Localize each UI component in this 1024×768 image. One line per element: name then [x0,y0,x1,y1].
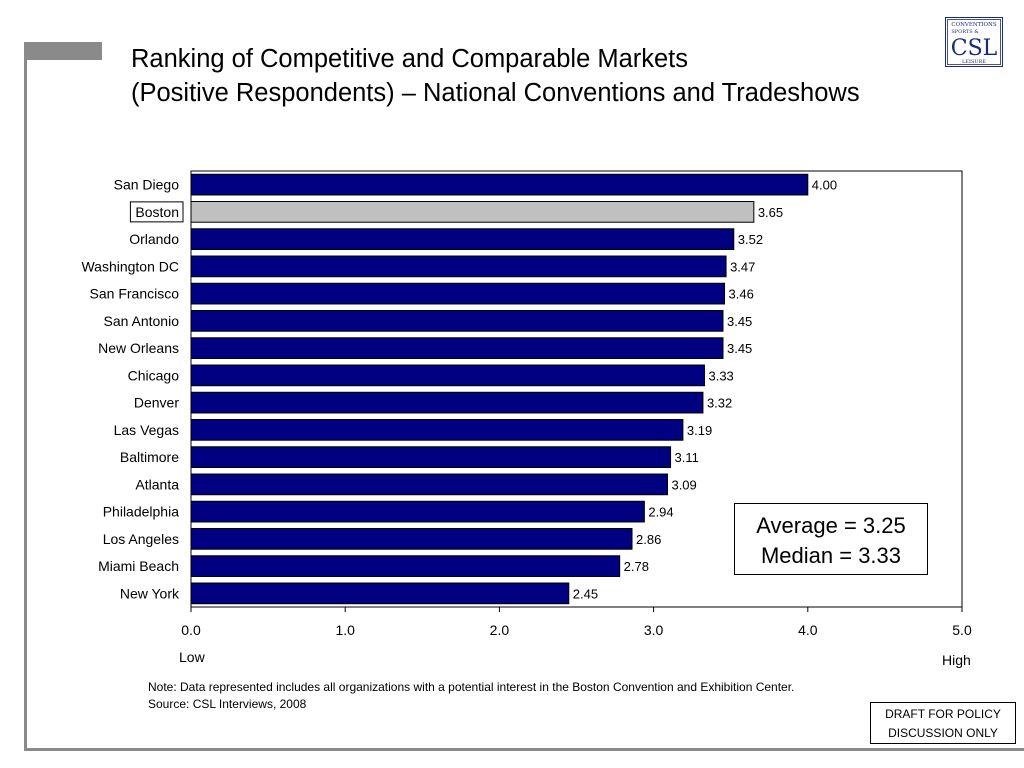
value-label: 2.78 [624,559,649,574]
value-label: 3.52 [738,232,763,247]
left-vertical-rule [24,44,27,750]
bar-san-francisco [190,282,726,305]
x-tick-label: 1.0 [335,622,355,638]
bar-chicago [190,364,705,387]
category-label: New York [120,585,180,601]
x-tick-label: 3.0 [644,622,664,638]
x-tick-label: 4.0 [798,622,818,638]
median-text: Median = 3.33 [760,543,902,568]
csl-logo: CONVENTIONS SPORTS & CSL LEISURE [945,17,1003,67]
category-label: San Antonio [103,313,179,329]
category-label: Chicago [128,367,180,383]
category-label: New Orleans [98,340,179,356]
title-line-1: Ranking of Competitive and Comparable Ma… [131,45,689,73]
category-label: Washington DC [81,258,179,274]
bars-group [190,173,809,605]
category-label: Philadelphia [103,504,179,520]
logo-top-text: CONVENTIONS [951,22,996,28]
category-label: Baltimore [120,449,179,465]
x-tick-label: 5.0 [952,622,972,638]
plot-area-frame [190,170,963,608]
slide-title: Ranking of Competitive and Comparable Ma… [131,42,860,110]
logo-mid-text: SPORTS & [951,29,979,35]
x-axis-group: 0.0 1.0 2.0 3.0 4.0 5.0 [181,607,972,638]
value-label: 3.65 [758,205,783,220]
value-label: 3.09 [671,477,696,492]
x-tick-label: 2.0 [490,622,510,638]
value-label: 3.19 [687,423,712,438]
value-label: 2.94 [648,505,673,520]
value-labels-group: 4.00 3.65 3.52 3.47 3.46 3.45 3.45 3.33 3.32 3.19… [573,178,837,602]
bar-san-antonio [190,310,724,332]
bar-denver [190,391,704,414]
category-label: Los Angeles [103,531,179,547]
summary-stats-box: Average = 3.25 Median = 3.33 [734,503,928,575]
value-label: 3.45 [727,314,752,329]
category-label: Miami Beach [98,558,179,574]
value-label: 3.46 [729,287,754,302]
bar-miami-beach [190,555,621,577]
draft-stamp: DRAFT FOR POLICY DISCUSSION ONLY [870,702,1016,744]
bar-new-york [190,582,570,605]
category-label: Atlanta [135,476,179,492]
category-label: Las Vegas [114,422,179,438]
bar-boston [190,201,755,223]
footnote-source: Source: CSL Interviews, 2008 [148,697,307,711]
x-axis-low-label: Low [179,649,205,665]
x-axis-high-label: High [942,652,971,668]
draft-line-2: DISCUSSION ONLY [888,726,998,740]
draft-line-1: DRAFT FOR POLICY [885,707,1001,721]
title-line-2: (Positive Respondents) – National Conven… [131,79,860,107]
value-label: 3.47 [730,259,755,274]
value-label: 2.45 [573,586,598,601]
value-label: 4.00 [812,178,837,193]
corner-accent-block [24,42,102,60]
footnote: Note: Data represented includes all orga… [148,679,794,713]
value-label: 3.33 [708,368,733,383]
bar-atlanta [190,473,668,496]
average-text: Average = 3.25 [756,513,906,538]
bar-los-angeles [190,528,633,550]
value-label: 2.86 [636,532,661,547]
bottom-horizontal-rule [24,748,1024,751]
value-label: 3.32 [707,396,732,411]
bar-las-vegas [190,419,684,441]
category-label: San Diego [114,177,180,193]
bar-orlando [190,228,735,250]
footnote-line-1: Note: Data represented includes all orga… [148,680,795,694]
category-label: Denver [134,395,179,411]
bar-baltimore [190,446,672,468]
category-label: Boston [135,204,179,220]
bar-new-orleans [190,337,724,359]
bar-washington-dc [190,255,727,278]
value-label: 3.11 [675,450,699,465]
highlight-label-box [129,201,184,223]
x-tick-label: 0.0 [181,622,201,638]
logo-main-text: CSL [951,36,998,61]
bar-san-diego [190,173,809,196]
value-label: 3.45 [727,341,752,356]
category-labels-group: San Diego Boston Orlando Washington DC San F… [81,177,184,601]
bar-philadelphia [190,500,645,523]
category-label: San Francisco [90,286,180,302]
logo-bottom-text: LEISURE [962,59,986,65]
category-label: Orlando [129,231,179,247]
